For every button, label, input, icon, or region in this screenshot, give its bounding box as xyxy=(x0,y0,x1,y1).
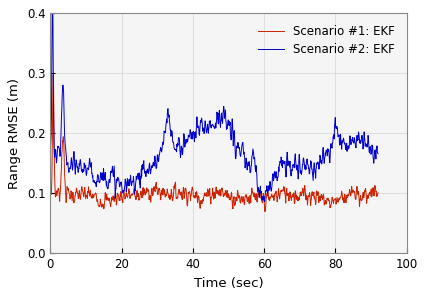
Scenario #1: EKF: (41.9, 0.0824): EKF: (41.9, 0.0824) xyxy=(197,202,202,206)
X-axis label: Time (sec): Time (sec) xyxy=(194,277,263,290)
Scenario #1: EKF: (0.801, 0.297): EKF: (0.801, 0.297) xyxy=(51,73,56,77)
Scenario #2: EKF: (0.501, 0.4): EKF: (0.501, 0.4) xyxy=(49,12,55,15)
Scenario #1: EKF: (32.6, 0.0984): EKF: (32.6, 0.0984) xyxy=(164,193,169,196)
Scenario #2: EKF: (62.4, 0.128): EKF: (62.4, 0.128) xyxy=(270,175,275,178)
Line: Scenario #2: EKF: Scenario #2: EKF xyxy=(50,13,378,201)
Scenario #2: EKF: (15.6, 0.12): EKF: (15.6, 0.12) xyxy=(104,179,109,183)
Scenario #2: EKF: (32.6, 0.223): EKF: (32.6, 0.223) xyxy=(164,117,169,121)
Scenario #2: EKF: (35.2, 0.172): EKF: (35.2, 0.172) xyxy=(173,148,178,152)
Scenario #2: EKF: (60.2, 0.0862): EKF: (60.2, 0.0862) xyxy=(262,200,267,203)
Y-axis label: Range RMSE (m): Range RMSE (m) xyxy=(9,78,21,189)
Scenario #1: EKF: (15.6, 0.0907): EKF: (15.6, 0.0907) xyxy=(104,197,109,201)
Scenario #1: EKF: (62.4, 0.0933): EKF: (62.4, 0.0933) xyxy=(270,195,275,199)
Scenario #1: EKF: (66.9, 0.0923): EKF: (66.9, 0.0923) xyxy=(286,196,291,200)
Scenario #2: EKF: (41.9, 0.205): EKF: (41.9, 0.205) xyxy=(197,129,202,132)
Scenario #1: EKF: (60.3, 0.0694): EKF: (60.3, 0.0694) xyxy=(262,210,268,213)
Legend: Scenario #1: EKF, Scenario #2: EKF: Scenario #1: EKF, Scenario #2: EKF xyxy=(252,19,400,62)
Scenario #2: EKF: (92, 0.166): EKF: (92, 0.166) xyxy=(375,152,380,155)
Scenario #1: EKF: (35.2, 0.099): EKF: (35.2, 0.099) xyxy=(173,192,178,196)
Scenario #2: EKF: (0, 0.173): EKF: (0, 0.173) xyxy=(48,148,53,151)
Line: Scenario #1: EKF: Scenario #1: EKF xyxy=(50,75,378,212)
Scenario #1: EKF: (92, 0.101): EKF: (92, 0.101) xyxy=(375,191,380,195)
Scenario #1: EKF: (0, 0.1): EKF: (0, 0.1) xyxy=(48,192,53,195)
Scenario #2: EKF: (66.9, 0.154): EKF: (66.9, 0.154) xyxy=(286,159,291,163)
